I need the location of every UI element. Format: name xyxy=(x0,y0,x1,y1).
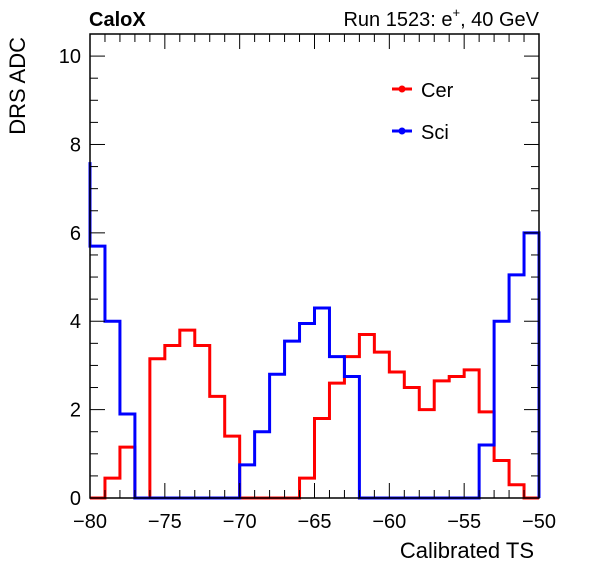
y-axis-title: DRS ADC xyxy=(5,37,30,135)
experiment-label: CaloX xyxy=(89,9,146,31)
y-tick-label: 10 xyxy=(59,46,81,68)
x-tick-label: −50 xyxy=(522,511,556,533)
x-tick-label: −75 xyxy=(148,511,182,533)
run-label-superscript: + xyxy=(452,5,460,20)
run-label-suffix: , 40 GeV xyxy=(460,9,540,31)
legend-marker-cer xyxy=(398,85,406,93)
run-label: Run 1523: e+, 40 GeV xyxy=(343,5,539,31)
y-tick-label: 6 xyxy=(70,223,81,245)
y-tick-label: 2 xyxy=(70,400,81,422)
legend-label-sci: Sci xyxy=(421,122,449,144)
legend-marker-sci xyxy=(398,127,406,135)
y-tick-label: 4 xyxy=(70,311,81,333)
y-tick-label: 0 xyxy=(70,488,81,510)
x-tick-label: −60 xyxy=(372,511,406,533)
x-tick-label: −70 xyxy=(223,511,257,533)
x-tick-label: −55 xyxy=(447,511,481,533)
plot-area: −80 −75 −70 −65 −60 −55 −50 0 2 4 6 8 10 xyxy=(59,33,556,533)
legend-label-cer: Cer xyxy=(421,80,454,102)
x-tick-label: −65 xyxy=(298,511,332,533)
y-tick-label: 8 xyxy=(70,134,81,156)
legend: Cer Sci xyxy=(392,80,454,144)
series-line-cer xyxy=(90,328,539,500)
x-tick-label: −80 xyxy=(73,511,107,533)
x-axis-title: Calibrated TS xyxy=(400,538,534,563)
